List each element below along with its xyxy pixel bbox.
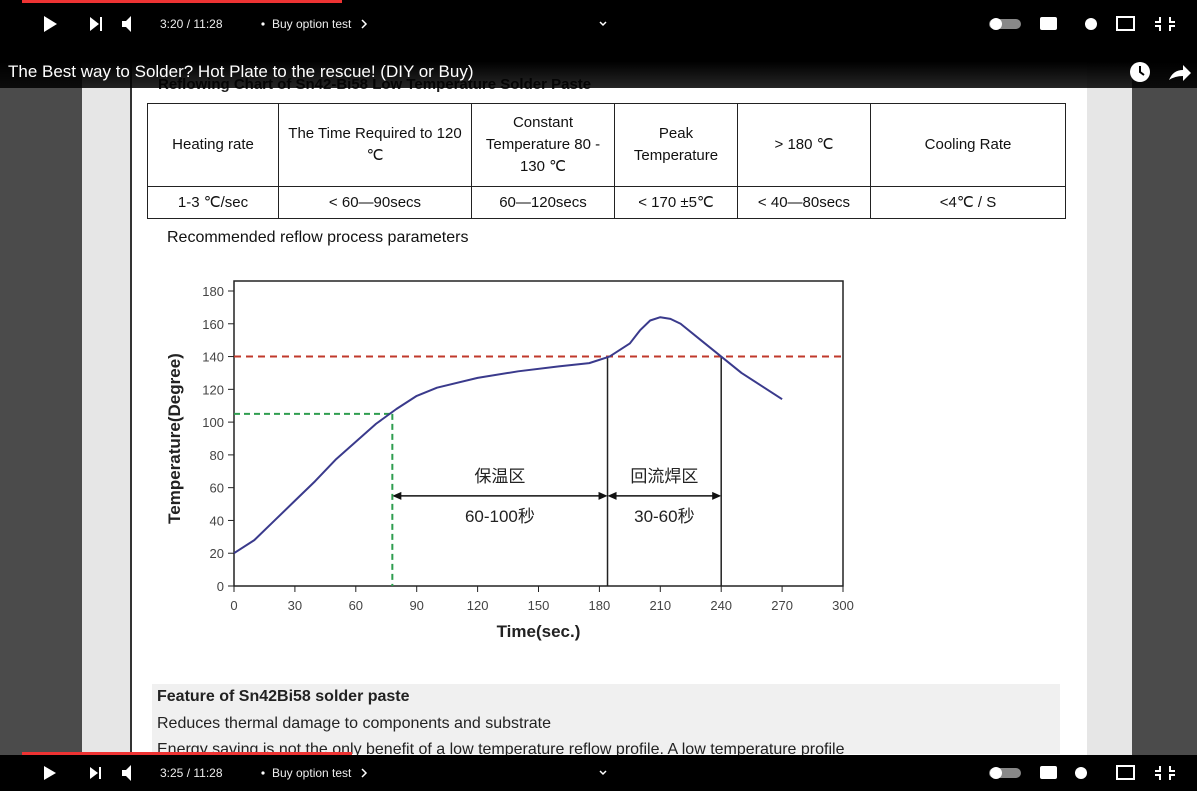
cc-button[interactable] — [1040, 766, 1057, 779]
y-axis-label: Temperature(Degree) — [165, 353, 184, 524]
next-button[interactable] — [90, 17, 99, 31]
feature-box — [152, 684, 1060, 754]
x-tick-label: 150 — [528, 598, 550, 613]
header-cell: The Time Required to 120 ℃ — [278, 103, 472, 187]
header-cell: Peak Temperature — [614, 103, 738, 187]
time: 3:20 / 11:28 — [160, 17, 223, 31]
play-button[interactable] — [44, 16, 57, 32]
top-bar: 3:20 / 11:28 Buy option test The Best wa… — [0, 0, 1197, 88]
x-tick-label: 30 — [288, 598, 302, 613]
y-tick-label: 60 — [210, 481, 224, 496]
toggle-knob — [990, 767, 1002, 779]
progress — [22, 0, 342, 3]
y-tick-label: 100 — [202, 415, 224, 430]
cc-button[interactable] — [1040, 17, 1057, 30]
cast-button[interactable] — [1116, 765, 1135, 780]
video-title[interactable]: The Best way to Solder? Hot Plate to the… — [8, 62, 474, 81]
volume-button[interactable] — [122, 765, 131, 781]
arrow-head — [392, 491, 402, 500]
bottom-controls — [44, 765, 1175, 781]
header-cell: > 180 ℃ — [737, 103, 871, 187]
side-right — [1132, 0, 1197, 791]
cell: 60—120secs — [471, 186, 615, 219]
x-tick-label: 240 — [710, 598, 732, 613]
x-tick-label: 90 — [409, 598, 423, 613]
chapter[interactable]: Buy option test — [272, 766, 352, 780]
zone-label: 回流焊区 — [630, 467, 698, 486]
zone-duration: 60-100秒 — [465, 507, 535, 526]
cell: 1-3 ℃/sec — [147, 186, 279, 219]
chapter-chevron[interactable] — [361, 768, 368, 778]
chapter[interactable]: Buy option test — [272, 17, 352, 31]
cell: <4℃ / S — [870, 186, 1066, 219]
y-tick-label: 80 — [210, 448, 224, 463]
chapter-chevron[interactable] — [361, 19, 368, 29]
separator-dot — [261, 771, 265, 775]
arrow-head — [598, 491, 608, 500]
x-tick-label: 0 — [230, 598, 237, 613]
next-bar — [99, 767, 101, 779]
x-tick-label: 270 — [771, 598, 793, 613]
x-tick-label: 300 — [832, 598, 854, 613]
y-tick-label: 160 — [202, 317, 224, 332]
feature-title: Feature of Sn42Bi58 solder paste — [157, 688, 410, 705]
settings-button[interactable] — [1085, 18, 1097, 30]
side-left — [0, 0, 82, 791]
zone-label: 保温区 — [474, 467, 525, 486]
y-tick-label: 0 — [217, 579, 224, 594]
x-axis-label: Time(sec.) — [497, 622, 581, 641]
next-button[interactable] — [90, 767, 98, 779]
progress — [22, 752, 352, 755]
fullscreen-button[interactable] — [1155, 17, 1175, 31]
expand[interactable] — [599, 770, 607, 776]
share[interactable] — [1169, 65, 1191, 81]
expand[interactable] — [599, 21, 607, 27]
y-tick-label: 120 — [202, 382, 224, 397]
cell: < 170 ±5℃ — [614, 186, 738, 219]
title-actions — [1130, 62, 1191, 82]
temperature-curve — [233, 316, 783, 555]
time: 3:25 / 11:28 — [160, 766, 223, 780]
volume-button[interactable] — [122, 16, 131, 32]
caption: Recommended reflow process parameters — [167, 229, 469, 246]
parameter-table: Heating rate The Time Required to 120 ℃ Co… — [147, 103, 1066, 219]
clock-hands — [1139, 66, 1145, 76]
x-tick-label: 180 — [589, 598, 611, 613]
x-tick-label: 60 — [349, 598, 363, 613]
plot-frame — [233, 280, 844, 587]
toggle-knob — [990, 18, 1002, 30]
x-tick-label: 210 — [649, 598, 671, 613]
separator-dot — [261, 22, 265, 26]
x-tick-label: 120 — [467, 598, 489, 613]
y-tick-label: 180 — [202, 284, 224, 299]
next-bar — [100, 17, 102, 31]
page-margin-left — [82, 0, 130, 791]
feature-line: Reduces thermal damage to components and… — [157, 715, 552, 732]
zone-duration: 30-60秒 — [634, 507, 694, 526]
page-margin-right — [1087, 0, 1132, 791]
y-tick-label: 40 — [210, 513, 224, 528]
arrow-head — [712, 491, 722, 500]
y-tick-label: 20 — [210, 546, 224, 561]
settings-button[interactable] — [1075, 767, 1087, 779]
cast-button[interactable] — [1116, 16, 1135, 31]
cell: < 60—90secs — [278, 186, 472, 219]
fullscreen-button[interactable] — [1155, 766, 1175, 780]
top-controls — [44, 16, 1175, 32]
cell: < 40—80secs — [737, 186, 871, 219]
y-tick-label: 140 — [202, 350, 224, 365]
play-button[interactable] — [44, 766, 56, 780]
arrow-head — [607, 491, 617, 500]
bottom-bar: 3:25 / 11:28 Buy option test — [0, 752, 1197, 791]
